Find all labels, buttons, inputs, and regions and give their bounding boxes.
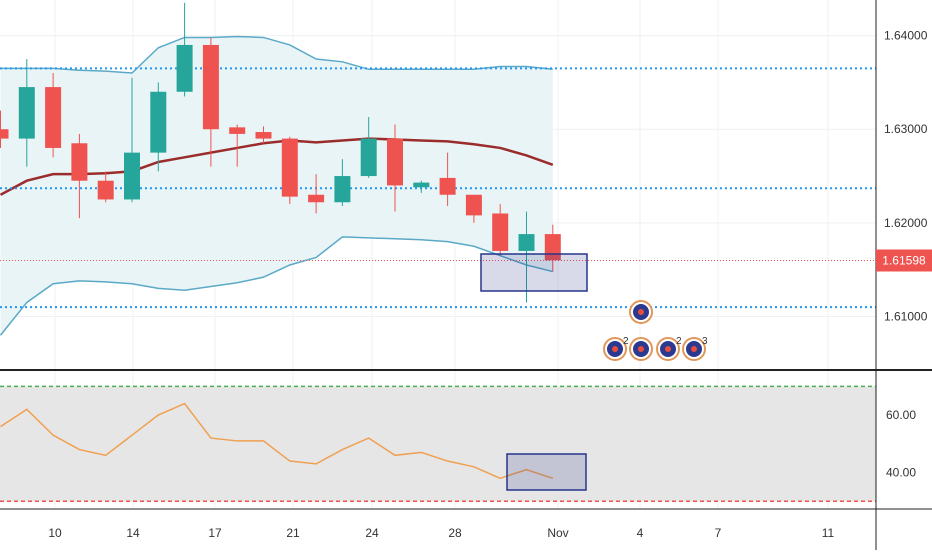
time-axis[interactable]: 10 14 17 21 24 28 Nov 4 7 11 bbox=[48, 526, 834, 540]
candle[interactable] bbox=[518, 211, 535, 303]
time-axis-label: 14 bbox=[126, 526, 140, 540]
candle-body bbox=[18, 87, 35, 139]
candle-body bbox=[281, 138, 298, 197]
candle[interactable] bbox=[229, 124, 246, 167]
candle[interactable] bbox=[0, 110, 9, 148]
candle[interactable] bbox=[124, 77, 140, 203]
candle[interactable] bbox=[45, 73, 62, 158]
candle-body bbox=[176, 44, 193, 92]
event-flag-icon[interactable]: 2 bbox=[603, 336, 629, 361]
candle-body bbox=[255, 132, 272, 139]
time-axis-label: 11 bbox=[822, 526, 835, 540]
oscillator-band-fill bbox=[0, 386, 876, 502]
candle[interactable] bbox=[465, 194, 482, 223]
candle-body bbox=[334, 176, 351, 203]
current-price-label: 1.61598 bbox=[882, 254, 926, 268]
candle[interactable] bbox=[18, 58, 35, 167]
event-icon-dot bbox=[665, 346, 671, 352]
candle-body bbox=[413, 182, 430, 188]
time-axis-label: 28 bbox=[448, 526, 462, 540]
oscillator-highlight-box[interactable] bbox=[506, 453, 587, 491]
event-icon-dot bbox=[638, 346, 644, 352]
event-icon-dot bbox=[612, 346, 618, 352]
price-axis-label: 1.61000 bbox=[884, 309, 928, 323]
candle[interactable] bbox=[360, 117, 377, 178]
candle[interactable] bbox=[413, 180, 430, 193]
candle[interactable] bbox=[150, 82, 167, 172]
price-axis-label: 1.62000 bbox=[884, 216, 928, 230]
event-flag-icon[interactable] bbox=[629, 337, 653, 361]
bollinger-basis-line bbox=[0, 137, 554, 196]
time-axis-label: 24 bbox=[365, 526, 379, 540]
candle[interactable] bbox=[308, 174, 325, 214]
price-axis[interactable]: 1.64000 1.63000 1.62000 1.61000 bbox=[884, 29, 928, 324]
candle-body bbox=[492, 213, 509, 251]
candle-body bbox=[387, 138, 403, 186]
bollinger-lower-line bbox=[0, 236, 553, 336]
oscillator-line[interactable] bbox=[0, 402, 554, 480]
candle[interactable] bbox=[97, 171, 114, 203]
price-axis-label: 1.64000 bbox=[884, 29, 928, 43]
candle[interactable] bbox=[71, 133, 88, 219]
candle-body bbox=[124, 152, 140, 200]
event-flag-icon[interactable]: 2 bbox=[656, 336, 682, 361]
candle-body bbox=[0, 129, 9, 139]
candle-body bbox=[71, 143, 88, 181]
time-axis-label: 4 bbox=[637, 526, 644, 540]
candle[interactable] bbox=[439, 152, 456, 207]
current-price-tag: 1.61598 bbox=[876, 249, 932, 272]
candle-body bbox=[229, 127, 246, 134]
oscillator-axis[interactable]: 60.00 40.00 bbox=[886, 408, 916, 479]
time-axis-label: 21 bbox=[286, 526, 300, 540]
oscillator-axis-label: 40.00 bbox=[886, 466, 916, 480]
candle-body bbox=[97, 180, 114, 200]
current-price-tag-bg bbox=[876, 249, 932, 272]
time-axis-label: Nov bbox=[547, 526, 568, 540]
candle[interactable] bbox=[202, 37, 219, 167]
price-axis-label: 1.63000 bbox=[884, 122, 928, 136]
candle[interactable] bbox=[387, 124, 403, 212]
candle-body bbox=[45, 87, 62, 148]
time-axis-label: 7 bbox=[715, 526, 722, 540]
event-flag-icon[interactable] bbox=[629, 300, 653, 324]
candle[interactable] bbox=[281, 136, 298, 205]
candle-body bbox=[202, 44, 219, 130]
event-count-label: 2 bbox=[676, 336, 682, 347]
candle[interactable] bbox=[492, 204, 509, 256]
candle[interactable] bbox=[334, 159, 351, 207]
event-icon-dot bbox=[638, 309, 644, 315]
candle[interactable] bbox=[255, 126, 272, 144]
candle-body bbox=[439, 177, 456, 195]
horizontal-lines bbox=[0, 67, 876, 309]
candle-body bbox=[308, 194, 325, 203]
event-count-label: 3 bbox=[702, 336, 708, 347]
candle-body bbox=[360, 138, 377, 177]
candle-body bbox=[150, 91, 167, 153]
event-count-label: 2 bbox=[623, 336, 629, 347]
candle[interactable] bbox=[176, 2, 193, 97]
oscillator-axis-label: 60.00 bbox=[886, 408, 916, 422]
oscillator-panel bbox=[0, 385, 876, 503]
candle-body bbox=[518, 234, 535, 251]
event-icons[interactable]: 2 2 3 bbox=[603, 300, 708, 361]
time-axis-label: 10 bbox=[48, 526, 62, 540]
highlight-boxes[interactable] bbox=[480, 253, 588, 491]
event-flag-icon[interactable]: 3 bbox=[682, 336, 708, 361]
candlesticks[interactable] bbox=[0, 2, 561, 303]
time-axis-label: 17 bbox=[208, 526, 222, 540]
price-highlight-box[interactable] bbox=[480, 253, 588, 292]
event-icon-dot bbox=[691, 346, 697, 352]
candle-body bbox=[465, 194, 482, 216]
